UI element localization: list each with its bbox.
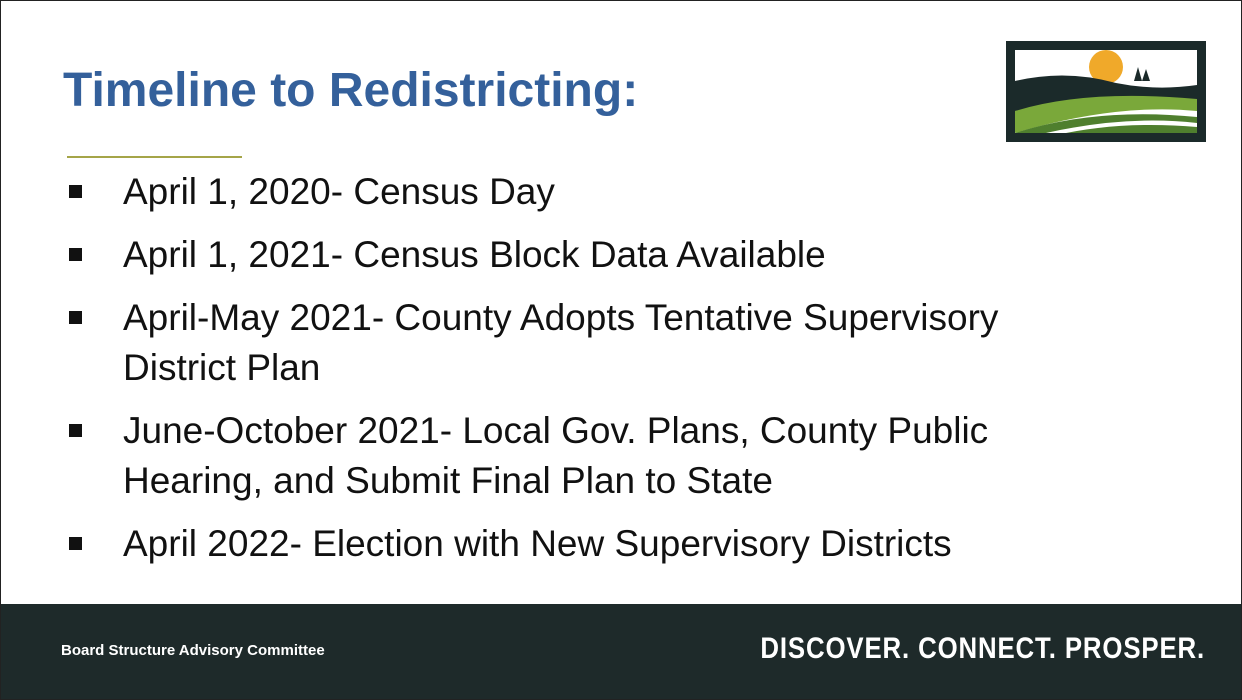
footer: Board Structure Advisory Committee DISCO… <box>1 604 1241 699</box>
bullet-item: April 2022- Election with New Supervisor… <box>61 519 1211 569</box>
bullet-text: Hearing, and Submit Final Plan to State <box>123 460 773 501</box>
slide-title: Timeline to Redistricting: <box>63 64 639 117</box>
title-rule <box>67 156 242 158</box>
bullet-text: April 2022- Election with New Supervisor… <box>123 523 952 564</box>
bullet-marker <box>69 248 82 261</box>
bullet-text: April-May 2021- County Adopts Tentative … <box>123 297 999 338</box>
bullet-marker <box>69 537 82 550</box>
bullet-item: April-May 2021- County Adopts Tentative … <box>61 293 1211 393</box>
bullet-list: April 1, 2020- Census Day April 1, 2021- … <box>61 167 1211 582</box>
bullet-text: District Plan <box>123 347 321 388</box>
bullet-item: April 1, 2020- Census Day <box>61 167 1211 217</box>
bullet-item: April 1, 2021- Census Block Data Availab… <box>61 230 1211 280</box>
bullet-marker <box>69 185 82 198</box>
bullet-text: April 1, 2021- Census Block Data Availab… <box>123 234 826 275</box>
bullet-marker <box>69 311 82 324</box>
footer-text: Board Structure Advisory Committee <box>61 642 325 659</box>
bullet-item: June-October 2021- Local Gov. Plans, Cou… <box>61 406 1211 506</box>
bullet-marker <box>69 424 82 437</box>
tagline: DISCOVER. CONNECT. PROSPER. <box>760 632 1205 665</box>
bullet-text: April 1, 2020- Census Day <box>123 171 555 212</box>
logo <box>1006 41 1206 142</box>
bullet-text: June-October 2021- Local Gov. Plans, Cou… <box>123 410 989 451</box>
